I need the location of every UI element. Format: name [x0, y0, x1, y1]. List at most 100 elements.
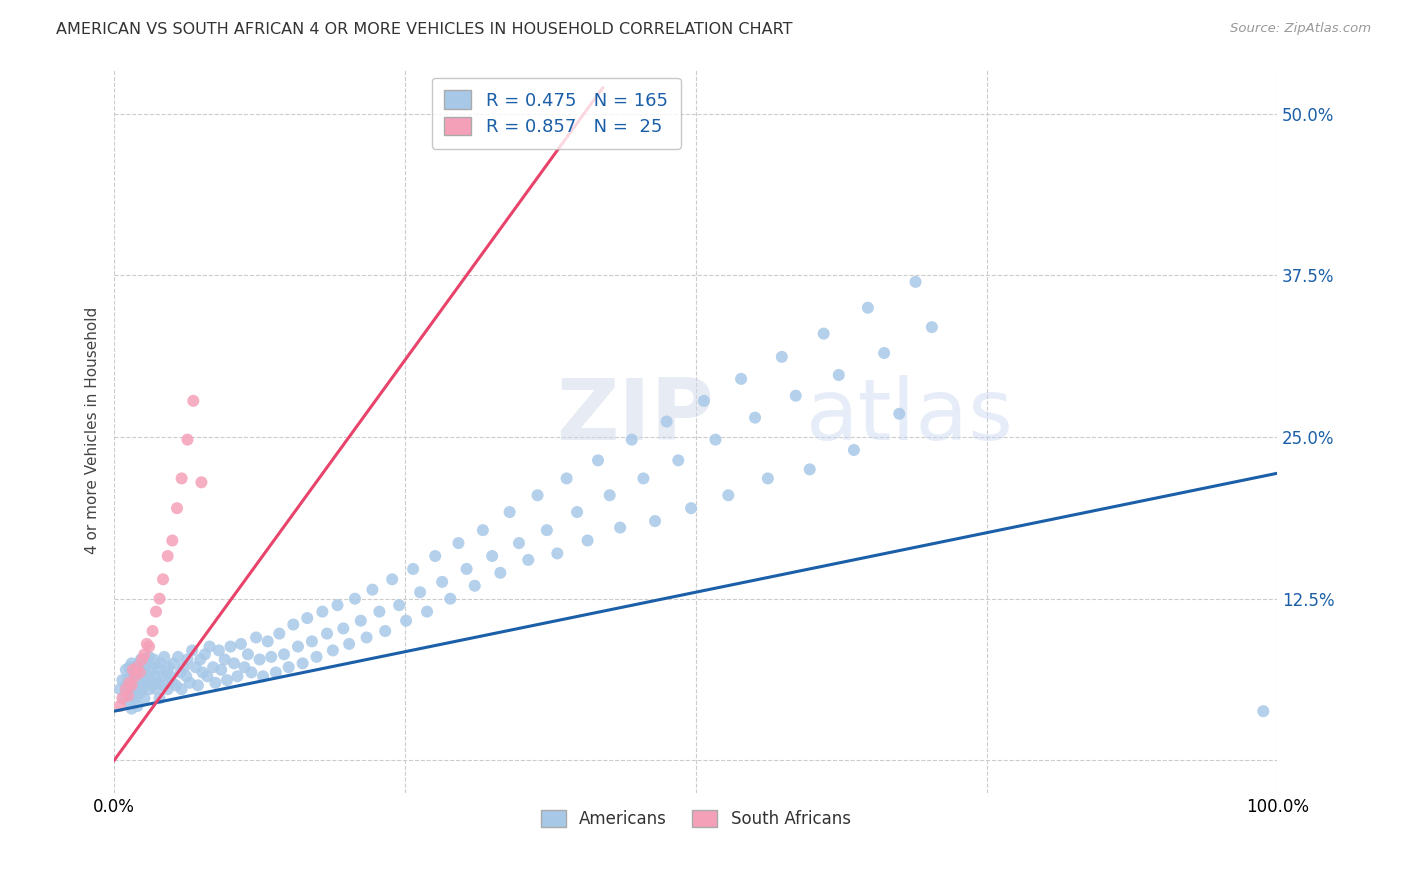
Point — [1253, 704, 1275, 718]
Point — [156, 682, 179, 697]
Point — [904, 275, 927, 289]
Point — [921, 320, 943, 334]
Point — [395, 614, 418, 628]
Point — [245, 631, 267, 645]
Point — [135, 665, 157, 680]
Point — [181, 393, 204, 408]
Point — [260, 649, 283, 664]
Point — [138, 649, 160, 664]
Point — [167, 649, 190, 664]
Point — [124, 675, 146, 690]
Point — [125, 682, 148, 697]
Point — [546, 546, 568, 560]
Point — [131, 663, 153, 677]
Point — [145, 605, 167, 619]
Point — [889, 407, 911, 421]
Point — [135, 675, 157, 690]
Point — [240, 665, 263, 680]
Point — [169, 665, 191, 680]
Point — [586, 453, 609, 467]
Point — [620, 433, 643, 447]
Point — [283, 617, 305, 632]
Point — [609, 520, 631, 534]
Point — [842, 442, 865, 457]
Point — [128, 665, 150, 680]
Point — [136, 657, 159, 671]
Point — [176, 669, 198, 683]
Text: Source: ZipAtlas.com: Source: ZipAtlas.com — [1230, 22, 1371, 36]
Point — [142, 678, 165, 692]
Point — [127, 660, 149, 674]
Point — [187, 678, 209, 692]
Point — [526, 488, 548, 502]
Point — [122, 669, 145, 683]
Point — [198, 640, 221, 654]
Point — [256, 634, 278, 648]
Point — [350, 614, 373, 628]
Point — [114, 691, 136, 706]
Point — [813, 326, 835, 341]
Point — [388, 598, 411, 612]
Point — [148, 591, 170, 606]
Point — [176, 433, 198, 447]
Point — [127, 698, 149, 713]
Point — [170, 471, 193, 485]
Point — [120, 682, 142, 697]
Point — [481, 549, 503, 563]
Point — [301, 634, 323, 648]
Point — [150, 669, 173, 683]
Point — [139, 673, 162, 688]
Point — [121, 665, 143, 680]
Point — [148, 691, 170, 706]
Point — [191, 665, 214, 680]
Point — [190, 475, 212, 490]
Point — [184, 660, 207, 674]
Point — [132, 669, 155, 683]
Point — [322, 643, 344, 657]
Point — [173, 660, 195, 674]
Point — [108, 698, 131, 713]
Y-axis label: 4 or more Vehicles in Household: 4 or more Vehicles in Household — [86, 307, 100, 554]
Point — [145, 682, 167, 697]
Point — [208, 643, 231, 657]
Point — [108, 682, 131, 697]
Point — [214, 652, 236, 666]
Point — [179, 675, 201, 690]
Point — [799, 462, 821, 476]
Point — [159, 669, 181, 683]
Point — [770, 350, 793, 364]
Point — [129, 652, 152, 666]
Point — [717, 488, 740, 502]
Point — [134, 660, 156, 674]
Point — [155, 665, 177, 680]
Point — [273, 648, 295, 662]
Point — [555, 471, 578, 485]
Point — [249, 652, 271, 666]
Point — [489, 566, 512, 580]
Point — [170, 682, 193, 697]
Point — [693, 393, 716, 408]
Point — [138, 640, 160, 654]
Point — [337, 637, 360, 651]
Point — [264, 665, 287, 680]
Point — [326, 598, 349, 612]
Point — [219, 640, 242, 654]
Point — [162, 675, 184, 690]
Point — [127, 669, 149, 683]
Point — [152, 572, 174, 586]
Point — [146, 660, 169, 674]
Point — [236, 648, 259, 662]
Point — [704, 433, 727, 447]
Point — [162, 657, 184, 671]
Point — [498, 505, 520, 519]
Point — [118, 695, 141, 709]
Point — [148, 675, 170, 690]
Point — [165, 678, 187, 692]
Point — [316, 626, 339, 640]
Point — [756, 471, 779, 485]
Point — [464, 579, 486, 593]
Point — [141, 663, 163, 677]
Point — [252, 669, 274, 683]
Point — [576, 533, 599, 548]
Point — [124, 691, 146, 706]
